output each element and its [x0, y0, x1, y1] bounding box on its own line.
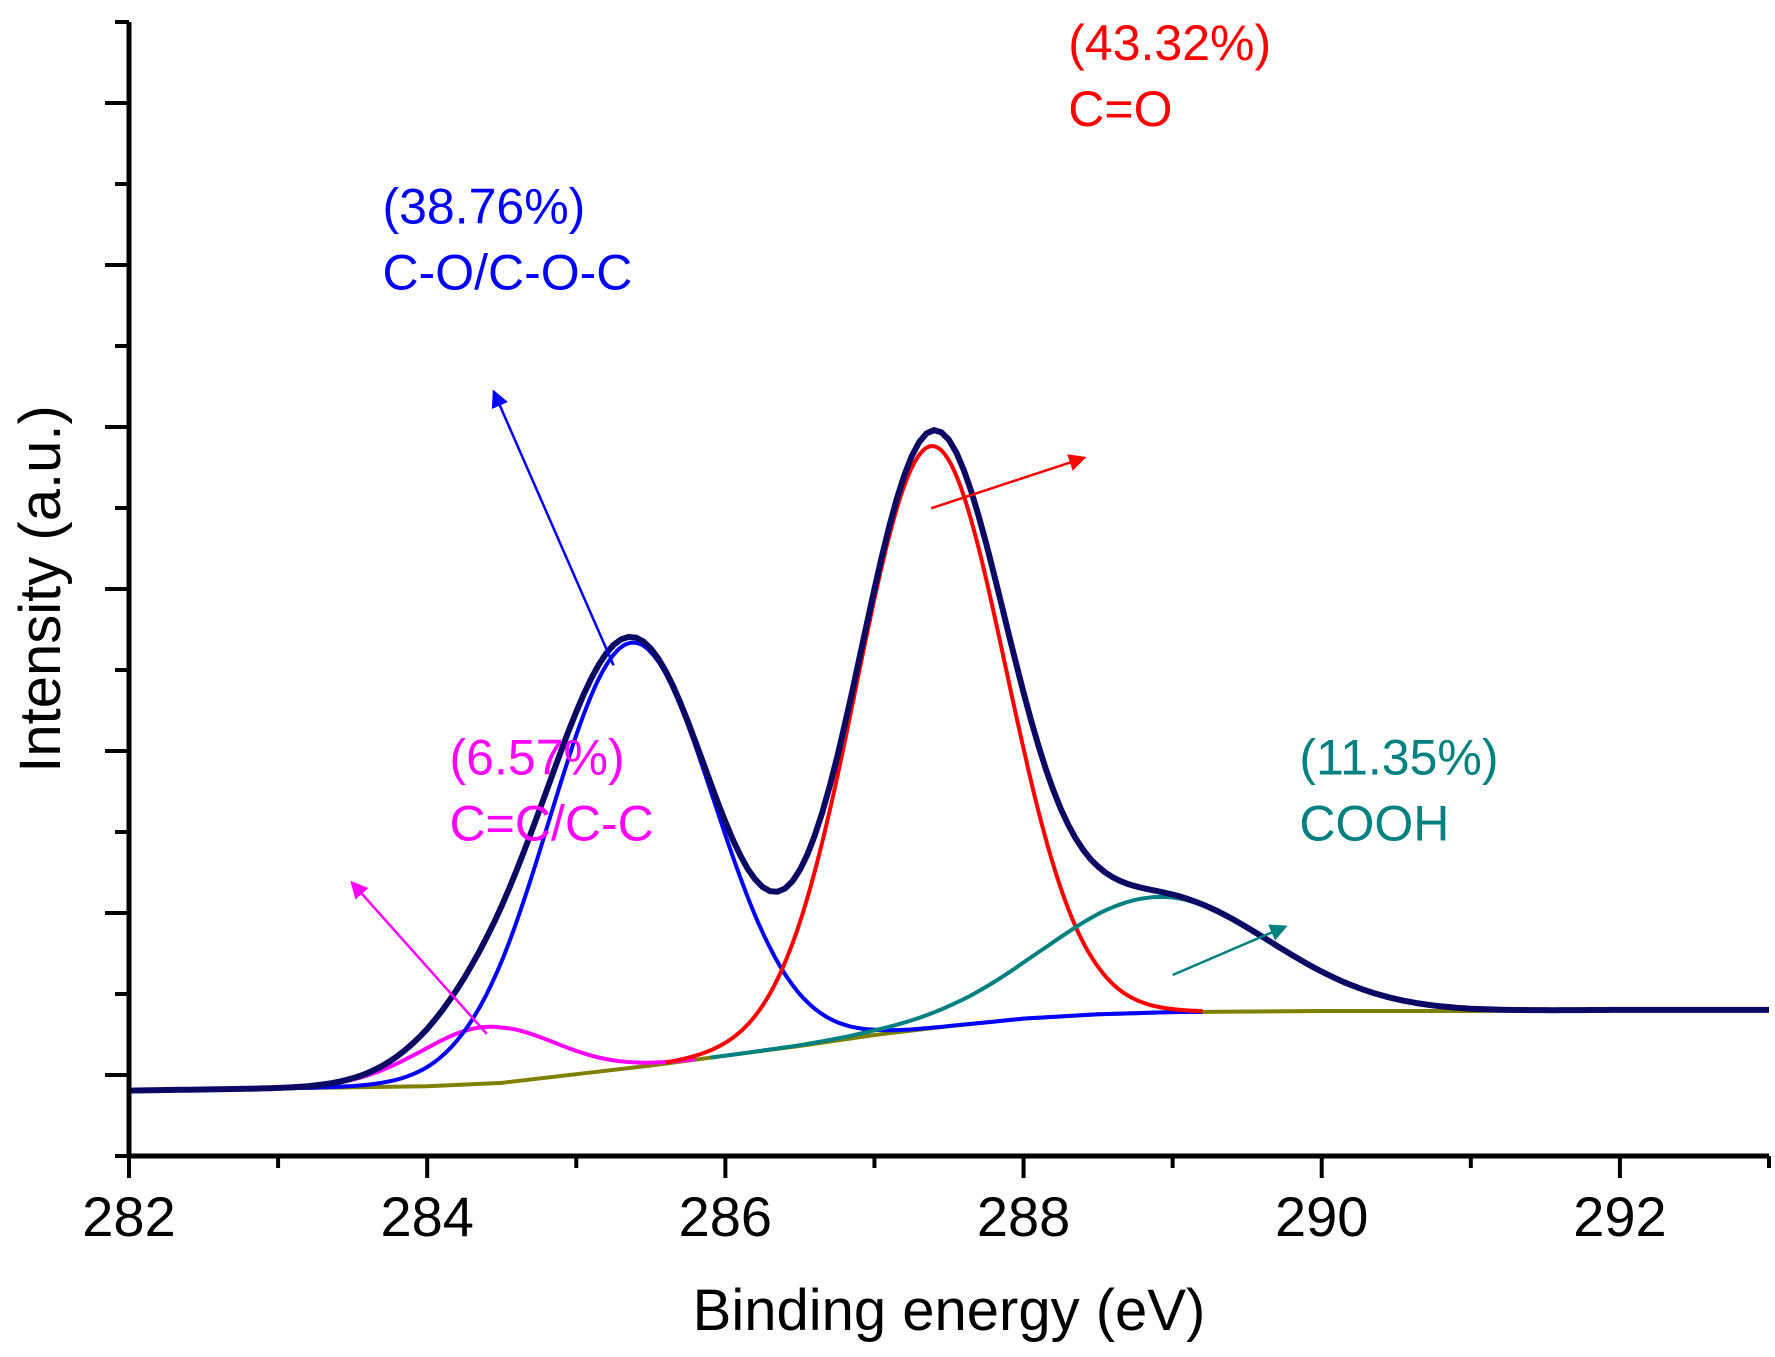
- annotation-arrow: [1172, 924, 1288, 977]
- x-tick-label: 282: [82, 1185, 175, 1248]
- axes: 282 284 286 288 290 292: [82, 20, 1771, 1248]
- x-tick-label: 286: [679, 1185, 772, 1248]
- series-line-background: [128, 1007, 1769, 1093]
- series-line-envelope: [128, 426, 1769, 1094]
- series-line-c-o: [665, 444, 1203, 1065]
- x-tick-label: 292: [1573, 1185, 1666, 1248]
- annotation-label: C-O/C-O-C: [382, 245, 632, 301]
- annotation-label: C=O: [1068, 81, 1172, 137]
- annotation-arrow: [491, 389, 615, 666]
- annotation-percent: (11.35%): [1299, 729, 1498, 785]
- annotation-arrow: [930, 454, 1087, 510]
- annotation-percent: (6.57%): [450, 729, 625, 785]
- series-line-c-o-c-o-c: [278, 640, 1203, 1091]
- annotation-arrow: [350, 880, 488, 1035]
- annotation-percent: (43.32%): [1068, 15, 1271, 71]
- x-axis-title: Binding energy (eV): [693, 1278, 1206, 1343]
- plot-area: [128, 426, 1769, 1094]
- annotations: (6.57%) C=C/C-C (38.76%) C-O/C-O-C (43.32%) C…: [350, 15, 1499, 1035]
- series-line-c-c-c-c: [307, 1024, 696, 1089]
- x-tick-label: 288: [977, 1185, 1070, 1248]
- annotation-label: COOH: [1299, 795, 1449, 851]
- annotation-percent: (38.76%): [382, 179, 585, 235]
- x-tick-label: 290: [1275, 1185, 1368, 1248]
- x-tick-label: 284: [380, 1185, 473, 1248]
- annotation-label: C=C/C-C: [450, 795, 654, 851]
- y-axis-title: Intensity (a.u.): [8, 405, 73, 772]
